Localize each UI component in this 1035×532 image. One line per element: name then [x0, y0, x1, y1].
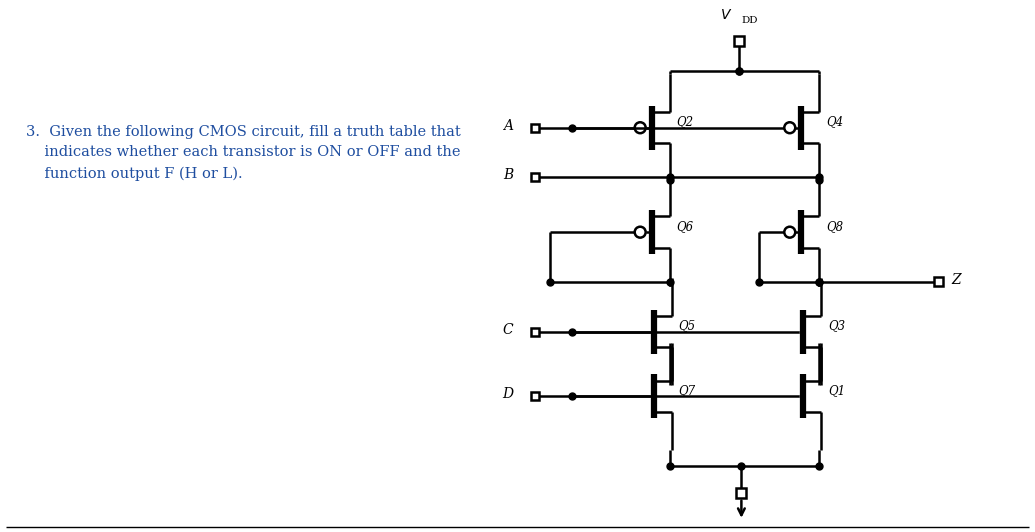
Text: Q2: Q2	[677, 115, 693, 128]
Text: Q3: Q3	[828, 319, 846, 332]
Bar	[531, 392, 539, 400]
Text: Q8: Q8	[826, 220, 844, 232]
Text: Q5: Q5	[679, 319, 696, 332]
Bar	[735, 36, 744, 46]
Bar	[935, 278, 943, 286]
Text: DD: DD	[741, 16, 758, 25]
Bar	[531, 173, 539, 181]
Bar	[531, 124, 539, 132]
Text: C: C	[502, 323, 513, 337]
Text: Z: Z	[952, 273, 962, 287]
Text: $\mathit{V}$: $\mathit{V}$	[720, 9, 733, 22]
Bar	[737, 488, 746, 498]
Text: Q7: Q7	[679, 384, 696, 397]
Text: Q1: Q1	[828, 384, 846, 397]
Text: D: D	[502, 387, 513, 401]
Bar	[531, 328, 539, 336]
Text: A: A	[503, 119, 513, 133]
Text: B: B	[503, 169, 513, 182]
Text: 3.  Given the following CMOS circuit, fill a truth table that
    indicates whet: 3. Given the following CMOS circuit, fil…	[26, 124, 461, 180]
Text: Q6: Q6	[677, 220, 693, 232]
Text: Q4: Q4	[826, 115, 844, 128]
